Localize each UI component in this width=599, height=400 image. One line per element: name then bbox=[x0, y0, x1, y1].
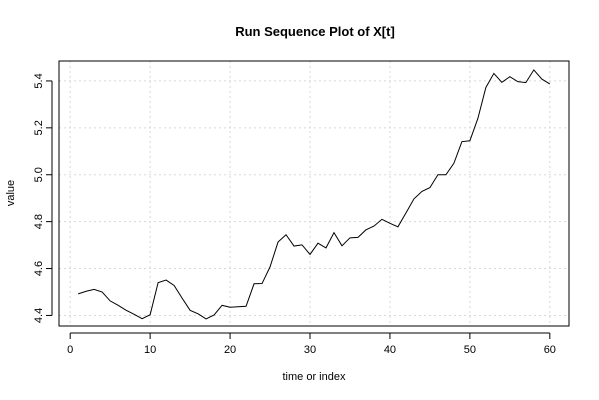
y-tick-label-3: 5.0 bbox=[33, 167, 45, 182]
plot-frame bbox=[58, 60, 570, 327]
x-axis-label: time or index bbox=[283, 371, 346, 383]
y-tick-label-5: 5.4 bbox=[33, 73, 45, 88]
y-tick-label-2: 4.8 bbox=[33, 214, 45, 229]
y-tick-label-1: 4.6 bbox=[33, 261, 45, 276]
series-line-0 bbox=[78, 69, 551, 320]
y-tick-label-4: 5.2 bbox=[33, 120, 45, 135]
grid-lines bbox=[59, 61, 569, 326]
y-axis-label: value bbox=[5, 180, 17, 206]
series-layer bbox=[78, 69, 551, 320]
x-tick-label-4: 40 bbox=[384, 344, 396, 356]
chart-title: Run Sequence Plot of X[t] bbox=[235, 24, 395, 39]
x-tick-label-5: 50 bbox=[464, 344, 476, 356]
x-tick-label-6: 60 bbox=[544, 344, 556, 356]
x-tick-label-3: 30 bbox=[304, 344, 316, 356]
x-tick-label-1: 10 bbox=[144, 344, 156, 356]
y-tick-label-0: 4.4 bbox=[33, 308, 45, 323]
x-axis: 0 10 20 30 40 50 60 bbox=[67, 332, 556, 356]
x-tick-label-2: 20 bbox=[224, 344, 236, 356]
y-axis: 4.4 4.6 4.8 5.0 5.2 5.4 bbox=[33, 73, 53, 323]
x-tick-label-0: 0 bbox=[67, 344, 73, 356]
